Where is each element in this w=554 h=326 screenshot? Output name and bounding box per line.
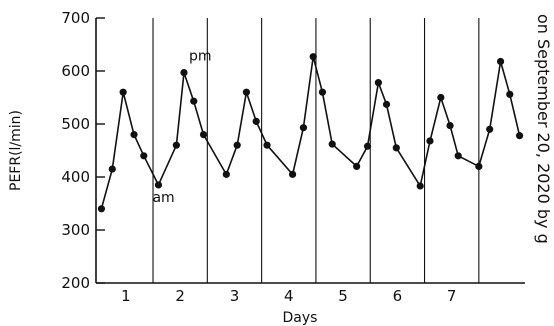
y-tick-label: 200 — [61, 274, 90, 292]
data-point — [392, 144, 400, 152]
day-label: 6 — [393, 287, 403, 305]
annotation-am: am — [152, 190, 174, 206]
data-point — [416, 182, 424, 190]
data-point — [252, 117, 260, 125]
x-axis-day-labels: 1 2 3 4 5 6 7 — [121, 287, 456, 305]
data-point — [119, 88, 127, 96]
y-tick-label: 600 — [61, 62, 90, 80]
data-point — [140, 152, 148, 160]
day-label: 1 — [121, 287, 131, 305]
data-point — [486, 125, 494, 133]
data-point — [233, 141, 241, 149]
data-point — [263, 141, 271, 149]
data-point — [309, 53, 317, 61]
data-point — [382, 100, 391, 108]
data-point — [199, 131, 208, 139]
day-label: 2 — [175, 287, 185, 305]
day-label: 4 — [284, 287, 294, 305]
data-point — [446, 121, 454, 130]
data-point — [299, 124, 308, 132]
data-point — [172, 141, 180, 149]
data-point — [190, 97, 198, 105]
data-point — [437, 93, 445, 102]
y-tick-label: 300 — [61, 221, 90, 239]
data-point — [328, 140, 336, 148]
day-dividers — [152, 18, 480, 283]
data-point — [374, 79, 382, 87]
data-point — [475, 162, 483, 170]
pefr-data-points — [97, 53, 524, 213]
data-point — [97, 205, 106, 213]
data-point — [454, 152, 462, 160]
day-label: 3 — [230, 287, 240, 305]
x-axis-title: Days — [283, 310, 318, 326]
data-point — [222, 170, 230, 178]
y-axis-ticks: 200 300 400 500 600 700 — [61, 9, 105, 292]
side-watermark-text: on September 20, 2020 by g — [534, 14, 553, 244]
y-axis-title: PEFR(l/min) — [8, 110, 24, 191]
day-label: 7 — [447, 287, 457, 305]
y-tick-label: 500 — [61, 115, 90, 133]
y-tick-label: 400 — [61, 168, 90, 186]
annotation-pm: pm — [189, 49, 212, 65]
data-point — [426, 137, 434, 145]
y-tick-label: 700 — [61, 9, 90, 27]
data-point — [242, 88, 251, 96]
data-point — [108, 165, 116, 173]
data-point — [318, 88, 327, 96]
data-point — [288, 170, 297, 178]
data-point — [353, 162, 361, 170]
data-point — [496, 57, 505, 66]
data-point — [506, 90, 514, 98]
data-point — [515, 132, 524, 140]
annotations: am pm — [152, 49, 211, 206]
day-label: 5 — [338, 287, 348, 305]
data-point — [154, 181, 163, 189]
data-point — [130, 131, 138, 139]
data-point — [363, 142, 372, 150]
data-point — [180, 68, 188, 77]
pefr-series-line — [100, 56, 521, 210]
